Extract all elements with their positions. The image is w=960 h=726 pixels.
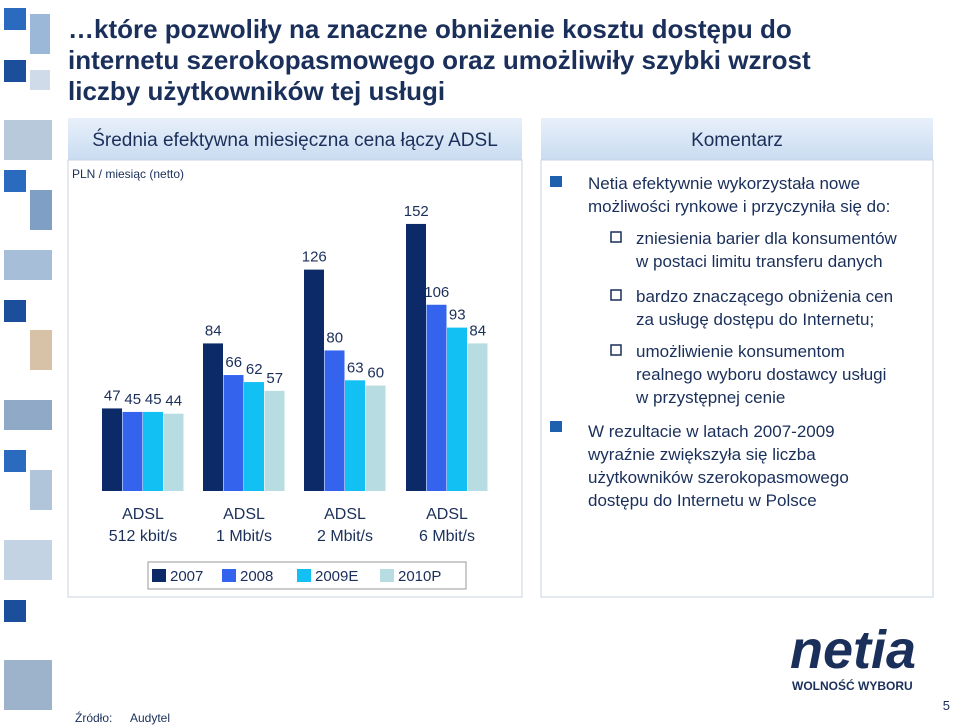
- bar: [345, 380, 365, 491]
- checkbox: [610, 344, 622, 356]
- item-line: za usługę dostępu do Internetu;: [636, 310, 874, 329]
- bar: [244, 382, 264, 491]
- logo-tagline: WOLNOŚĆ WYBORU: [792, 678, 913, 693]
- title-line: internetu szerokopasmowego oraz umożliwi…: [68, 45, 811, 75]
- value-label: 80: [326, 329, 343, 346]
- chart-heading: Średnia efektywna miesięczna cena łączy …: [92, 129, 498, 151]
- bar: [264, 390, 285, 491]
- value-label: 84: [469, 322, 486, 339]
- legend-swatch: [222, 569, 236, 582]
- intro-line: możliwości rynkowe i przyczyniła się do:: [588, 197, 890, 216]
- bar: [163, 413, 184, 491]
- bullet: [550, 176, 562, 187]
- legend-label: 2007: [170, 568, 203, 585]
- value-label: 45: [145, 391, 162, 408]
- conclusion-line: W rezultacie w latach 2007-2009: [588, 422, 835, 441]
- bar: [324, 350, 345, 491]
- bar: [304, 269, 324, 491]
- bar: [365, 385, 386, 491]
- mosaic: [4, 8, 52, 710]
- title-line: liczby użytkowników tej usługi: [68, 76, 445, 106]
- bar: [203, 343, 223, 491]
- bar: [102, 408, 122, 491]
- legend-swatch: [380, 569, 394, 582]
- source-label: Źródło:: [75, 710, 112, 725]
- x-tick-label: 2 Mbit/s: [317, 528, 373, 545]
- title-line: …które pozwoliły na znaczne obniżenie ko…: [68, 14, 792, 44]
- item-line: bardzo znaczącego obniżenia cen: [636, 287, 893, 306]
- bar: [447, 327, 467, 491]
- item-line: w postaci limitu transferu danych: [635, 252, 883, 271]
- intro-line: Netia efektywnie wykorzystała nowe: [588, 174, 860, 193]
- bar: [143, 411, 163, 491]
- item-line: umożliwienie konsumentom: [636, 342, 845, 361]
- legend-label: 2009E: [315, 568, 358, 585]
- value-label: 47: [104, 387, 121, 404]
- value-label: 93: [449, 307, 466, 324]
- page-number: 5: [943, 698, 950, 713]
- bar: [467, 343, 488, 491]
- conclusion-line: wyraźnie zwiększyła się liczba: [587, 445, 816, 464]
- bullet: [550, 421, 562, 432]
- value-label: 63: [347, 359, 364, 376]
- source-value: Audytel: [130, 711, 170, 725]
- x-tick-label: 512 kbit/s: [109, 528, 177, 545]
- value-label: 45: [124, 391, 141, 408]
- item-line: w przystępnej cenie: [635, 388, 785, 407]
- x-tick-label: ADSL: [426, 506, 468, 523]
- comment-heading: Komentarz: [691, 130, 783, 151]
- unit: PLN / miesiąc (netto): [72, 167, 184, 181]
- value-label: 126: [302, 249, 327, 266]
- bar: [223, 375, 244, 491]
- value-label: 57: [266, 370, 283, 387]
- value-label: 152: [404, 203, 429, 220]
- value-label: 44: [165, 393, 182, 410]
- item-line: realnego wyboru dostawcy usługi: [636, 365, 886, 384]
- legend-swatch: [297, 569, 311, 582]
- title: …które pozwoliły na znaczne obniżenie ko…: [68, 14, 811, 106]
- comment: Netia efektywnie wykorzystała nowe możliw…: [587, 174, 898, 510]
- conclusion-line: dostępu do Internetu w Polsce: [588, 491, 817, 510]
- item-line: zniesienia barier dla konsumentów: [636, 229, 898, 248]
- value-label: 60: [367, 365, 384, 382]
- chart-panel: [67, 159, 523, 598]
- x-tick-label: 6 Mbit/s: [419, 528, 475, 545]
- value-label: 62: [246, 361, 263, 378]
- checkbox: [610, 289, 622, 301]
- value-label: 106: [424, 284, 449, 301]
- legend-swatch: [152, 569, 166, 582]
- logo: netia: [790, 620, 916, 680]
- x-tick-label: ADSL: [223, 506, 265, 523]
- value-label: 84: [205, 322, 222, 339]
- conclusion-line: użytkowników szerokopasmowego: [588, 468, 849, 487]
- bar: [406, 223, 426, 491]
- legend-label: 2010P: [398, 568, 441, 585]
- x-tick-label: ADSL: [324, 506, 366, 523]
- x-tick-label: 1 Mbit/s: [216, 528, 272, 545]
- value-label: 66: [225, 354, 242, 371]
- comment-panel: [540, 159, 934, 598]
- legend-label: 2008: [240, 568, 273, 585]
- bar: [122, 411, 143, 491]
- chart-header: [68, 118, 522, 160]
- comment-header: [541, 118, 933, 160]
- checkbox: [610, 231, 622, 243]
- bar: [426, 304, 447, 491]
- x-tick-label: ADSL: [122, 506, 164, 523]
